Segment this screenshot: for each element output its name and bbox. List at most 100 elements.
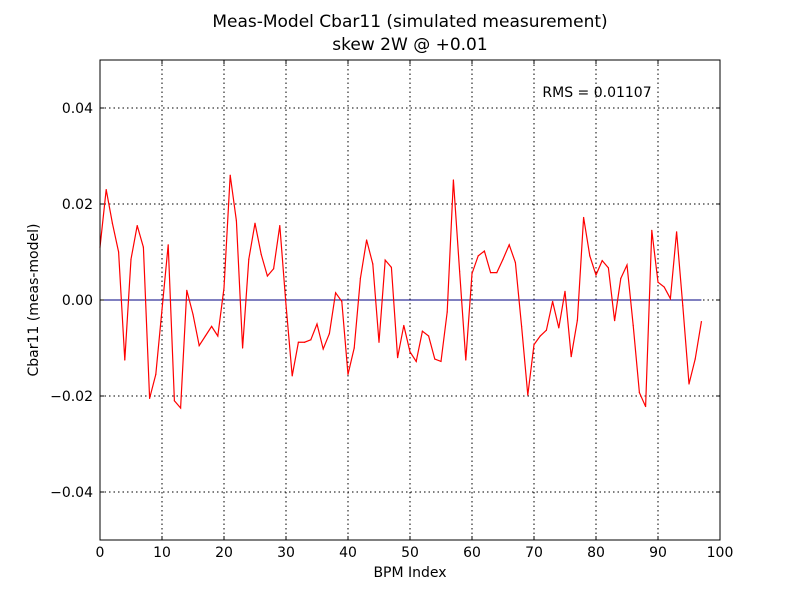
data-point [440, 360, 442, 363]
data-point [570, 356, 572, 358]
data-point [304, 341, 306, 343]
data-point [502, 258, 504, 260]
data-point [552, 300, 554, 303]
data-point [589, 255, 591, 257]
data-point [614, 320, 616, 322]
data-point [428, 335, 430, 337]
data-point [254, 222, 256, 224]
y-tick-label: 0.04 [62, 101, 93, 117]
data-point [322, 348, 324, 350]
x-tick-label: 10 [153, 545, 171, 561]
data-point [657, 281, 659, 283]
data-point [155, 373, 157, 375]
data-point [459, 270, 461, 272]
data-point [390, 266, 392, 268]
data-point [198, 345, 200, 347]
data-point [347, 373, 349, 375]
data-point [477, 255, 479, 257]
data-point [434, 358, 436, 360]
data-point [682, 305, 684, 307]
data-point [527, 394, 529, 396]
data-point [105, 189, 107, 191]
data-point [490, 272, 492, 274]
data-point [452, 179, 454, 181]
data-point [397, 357, 399, 359]
x-tick-label: 100 [707, 545, 734, 561]
data-point [601, 260, 603, 262]
data-point [378, 341, 380, 343]
data-point [335, 292, 337, 294]
x-tick-label: 80 [587, 545, 605, 561]
data-point [496, 272, 498, 274]
data-point [142, 246, 144, 248]
data-point [576, 319, 579, 321]
data-point [620, 277, 622, 279]
data-point [111, 222, 113, 224]
data-point [353, 347, 355, 349]
data-point [229, 174, 231, 176]
data-point [508, 244, 510, 246]
rms-annotation: RMS = 0.01107 [542, 85, 651, 101]
ticks: 0 10 20 30 40 50 60 70 80 90 100 −0.04 −0.02 0.00 0.02… [50, 60, 733, 561]
data-point [180, 407, 182, 409]
data-point [291, 375, 293, 377]
data-point [415, 360, 417, 363]
data-point [211, 325, 213, 327]
data-point [651, 229, 653, 231]
data-point [316, 323, 318, 325]
data-point [471, 273, 473, 275]
x-tick-label: 30 [277, 545, 295, 561]
data-point [384, 259, 386, 261]
data-point [533, 344, 535, 346]
data-point [669, 297, 672, 300]
data-point [273, 268, 275, 270]
data-point [514, 261, 517, 264]
data-point [539, 335, 541, 337]
data-point [279, 225, 281, 227]
data-point [341, 300, 343, 303]
data-point [136, 225, 138, 227]
data-point [328, 333, 330, 335]
data-point [465, 359, 467, 361]
data-point [372, 263, 374, 265]
data-point [359, 277, 361, 279]
data-point [700, 321, 703, 323]
x-tick-label: 70 [525, 545, 543, 561]
x-tick-label: 60 [463, 545, 481, 561]
data-point [676, 231, 678, 233]
series-layer [99, 174, 703, 410]
data-point [688, 383, 690, 385]
data-point [266, 275, 268, 277]
data-point [192, 313, 194, 315]
data-point [173, 400, 175, 402]
data-point [204, 335, 206, 337]
data-point [645, 405, 647, 408]
data-point [285, 304, 287, 306]
data-point [564, 290, 566, 292]
data-point [583, 216, 585, 219]
data-point [366, 239, 368, 241]
data-point [130, 258, 132, 260]
series-line [99, 175, 702, 410]
y-tick-label: 0.00 [62, 293, 93, 309]
data-point [124, 359, 126, 361]
data-point [595, 274, 597, 276]
data-point [223, 287, 225, 289]
data-point [118, 251, 120, 253]
data-point [694, 358, 696, 360]
data-point [217, 335, 219, 337]
data-point [632, 324, 634, 327]
data-point [663, 286, 665, 288]
data-point [607, 267, 610, 269]
data-point [248, 258, 250, 260]
data-point [446, 311, 448, 313]
data-point [186, 289, 188, 291]
y-tick-label: −0.02 [50, 389, 93, 405]
data-point [310, 339, 312, 341]
chart-title: Meas-Model Cbar11 (simulated measurement… [212, 12, 607, 32]
data-point [235, 220, 237, 222]
data-point [260, 253, 262, 255]
data-point [638, 392, 641, 394]
data-point [483, 250, 485, 252]
